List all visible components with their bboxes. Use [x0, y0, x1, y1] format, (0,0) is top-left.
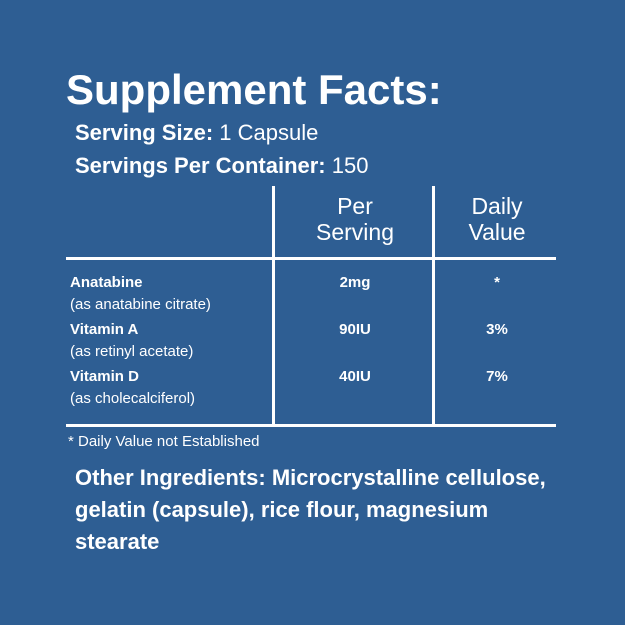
header-daily-value: Daily Value [422, 193, 572, 245]
other-ingredients-label: Other Ingredients: [75, 465, 266, 490]
servings-per-container: Servings Per Container: 150 [75, 153, 368, 179]
other-ingredients-text: Microcrystalline cellulose, gelatin (cap… [75, 465, 546, 554]
column-divider [272, 186, 275, 426]
header-line: Per [337, 193, 373, 219]
serving-size: Serving Size: 1 Capsule [75, 120, 318, 146]
nutrient-note: (as cholecalciferol) [70, 390, 196, 407]
serving-size-value: 1 Capsule [219, 120, 319, 145]
column-divider [432, 186, 435, 426]
daily-value: * [494, 274, 500, 291]
header-rule [66, 257, 556, 260]
serving-size-label: Serving Size: [75, 120, 214, 145]
nutrient-note: (as retinyl acetate) [70, 343, 194, 360]
amount: 40IU [339, 368, 371, 385]
other-ingredients: Other Ingredients: Microcrystalline cell… [75, 462, 565, 558]
header-line: Serving [316, 219, 394, 245]
nutrient-name: Anatabine [70, 274, 143, 291]
header-line: Daily [471, 193, 523, 219]
nutrient-name: Vitamin A [70, 321, 139, 338]
header-line: Value [468, 219, 526, 245]
daily-value: 3% [486, 321, 508, 338]
footnote: * Daily Value not Established [68, 433, 260, 450]
nutrient-note: (as anatabine citrate) [70, 296, 211, 313]
servings-value: 150 [331, 153, 369, 178]
amount: 90IU [339, 321, 371, 338]
servings-label: Servings Per Container: [75, 153, 326, 178]
header-per-serving: Per Serving [280, 193, 430, 245]
title: Supplement Facts: [66, 66, 442, 113]
table-rule [66, 424, 556, 427]
daily-value: 7% [486, 368, 508, 385]
amount: 2mg [339, 274, 371, 291]
nutrient-name: Vitamin D [70, 368, 139, 385]
